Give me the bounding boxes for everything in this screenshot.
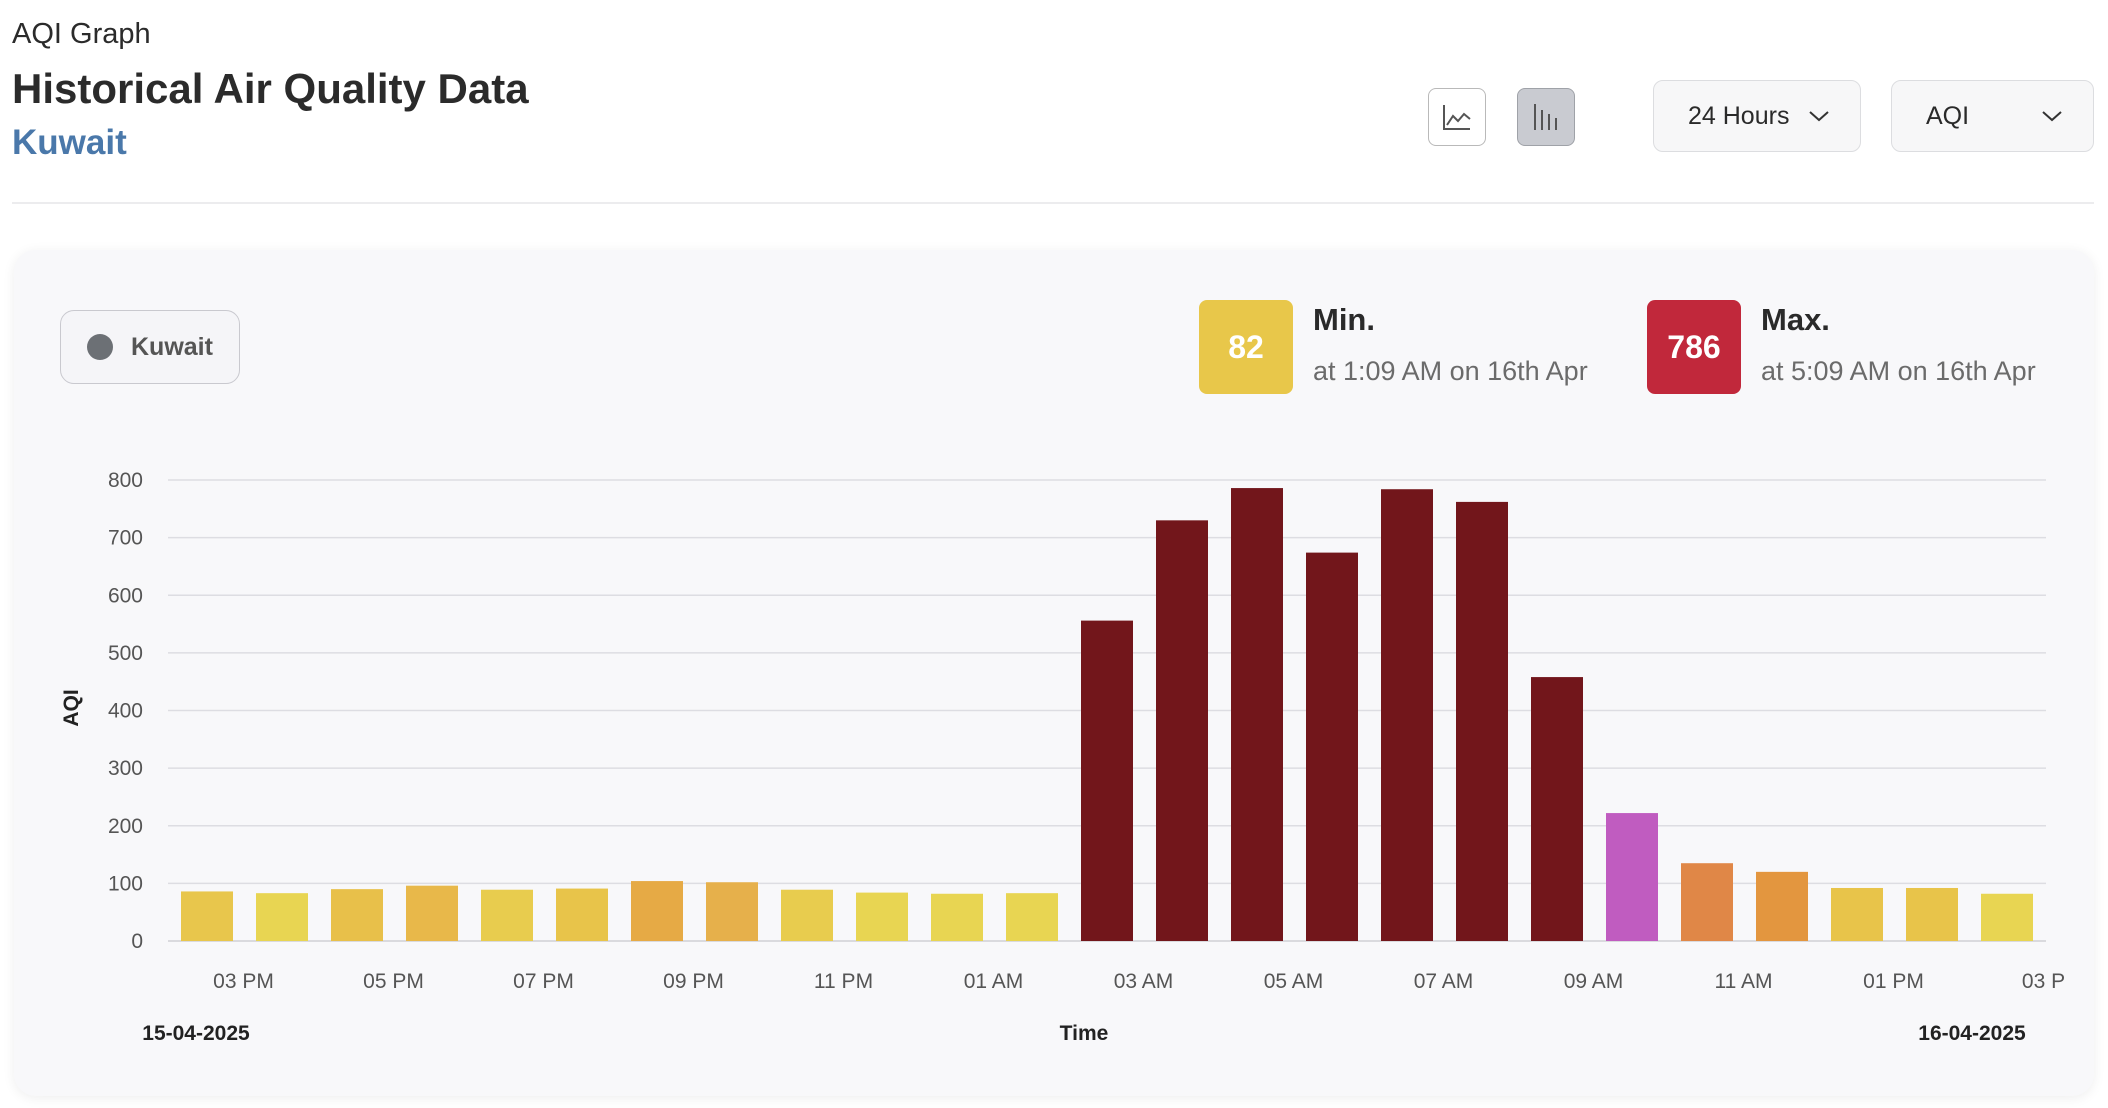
x-tick-label: 05 PM [363, 970, 424, 993]
bar-chart-button[interactable] [1517, 88, 1575, 146]
aqi-bar[interactable] [1606, 813, 1658, 941]
aqi-bar[interactable] [1381, 489, 1433, 941]
chevron-down-icon [2042, 111, 2062, 122]
aqi-bar[interactable] [1456, 501, 1508, 941]
x-tick-label: 03 P [2022, 970, 2065, 993]
legend-color-dot [87, 334, 113, 360]
y-tick-label: 100 [108, 872, 143, 895]
header-divider [12, 202, 2094, 204]
y-axis-title: AQI [60, 689, 83, 726]
aqi-bar[interactable] [1156, 520, 1208, 941]
y-tick-label: 600 [108, 584, 143, 607]
x-tick-label: 01 PM [1863, 970, 1924, 993]
header: AQI Graph Historical Air Quality Data Ku… [12, 18, 529, 163]
location-title: Kuwait [12, 123, 127, 162]
line-chart-button[interactable] [1428, 88, 1486, 146]
aqi-bar[interactable] [1231, 488, 1283, 941]
aqi-bar[interactable] [856, 892, 908, 941]
metric-select[interactable]: AQI [1891, 80, 2094, 152]
aqi-bar[interactable] [1531, 677, 1583, 941]
min-label: Min. [1313, 302, 1375, 337]
aqi-bar[interactable] [406, 885, 458, 941]
aqi-bar[interactable] [1906, 887, 1958, 941]
aqi-bar[interactable] [1006, 893, 1058, 941]
x-tick-label: 05 AM [1264, 970, 1324, 993]
aqi-bar[interactable] [1756, 871, 1808, 941]
x-tick-label: 01 AM [964, 970, 1024, 993]
x-tick-label: 09 AM [1564, 970, 1624, 993]
x-tick-label: 09 PM [663, 970, 724, 993]
x-tick-label: 03 PM [213, 970, 274, 993]
aqi-bar[interactable] [1831, 887, 1883, 941]
aqi-bar[interactable] [181, 891, 233, 941]
aqi-bar[interactable] [1081, 620, 1133, 941]
aqi-bar[interactable] [1981, 893, 2033, 941]
aqi-bar[interactable] [931, 893, 983, 941]
aqi-bar[interactable] [1306, 552, 1358, 941]
x-tick-label: 07 PM [513, 970, 574, 993]
metric-value: AQI [1926, 101, 1970, 130]
legend-item-kuwait[interactable]: Kuwait [60, 310, 240, 384]
chart-card [14, 250, 2094, 1096]
page-kicker: AQI Graph [12, 18, 151, 50]
x-tick-label: 11 AM [1715, 970, 1773, 993]
aqi-bar[interactable] [331, 889, 383, 941]
end-date-label: 16-04-2025 [1918, 1022, 2026, 1045]
aqi-bar[interactable] [1681, 863, 1733, 941]
aqi-bar[interactable] [556, 888, 608, 941]
max-value-badge: 786 [1647, 300, 1741, 394]
line-chart-icon [1443, 105, 1471, 130]
aqi-bar[interactable] [706, 882, 758, 941]
chevron-down-icon [1809, 111, 1829, 122]
y-tick-label: 400 [108, 700, 143, 723]
time-range-value: 24 Hours [1688, 101, 1790, 130]
min-detail: at 1:09 AM on 16th Apr [1313, 356, 1588, 386]
x-tick-label: 07 AM [1414, 970, 1474, 993]
max-label: Max. [1761, 302, 1830, 337]
y-tick-label: 300 [108, 757, 143, 780]
time-range-select[interactable]: 24 Hours [1653, 80, 1861, 152]
y-tick-label: 800 [108, 469, 143, 492]
max-detail: at 5:09 AM on 16th Apr [1761, 356, 2036, 386]
min-value-badge: 82 [1199, 300, 1293, 394]
bar-chart-icon [1534, 104, 1557, 130]
aqi-bar[interactable] [781, 889, 833, 941]
y-tick-label: 200 [108, 815, 143, 838]
page-title: Historical Air Quality Data [12, 65, 529, 112]
x-tick-label: 03 AM [1114, 970, 1174, 993]
x-tick-label: 11 PM [814, 970, 873, 993]
y-tick-label: 500 [108, 642, 143, 665]
x-axis-title: Time [1060, 1022, 1109, 1045]
y-tick-label: 0 [131, 930, 143, 953]
start-date-label: 15-04-2025 [142, 1022, 250, 1045]
y-tick-label: 700 [108, 527, 143, 550]
aqi-bar[interactable] [256, 893, 308, 941]
aqi-bar[interactable] [631, 881, 683, 941]
legend-label: Kuwait [131, 332, 213, 361]
aqi-bar[interactable] [481, 889, 533, 941]
